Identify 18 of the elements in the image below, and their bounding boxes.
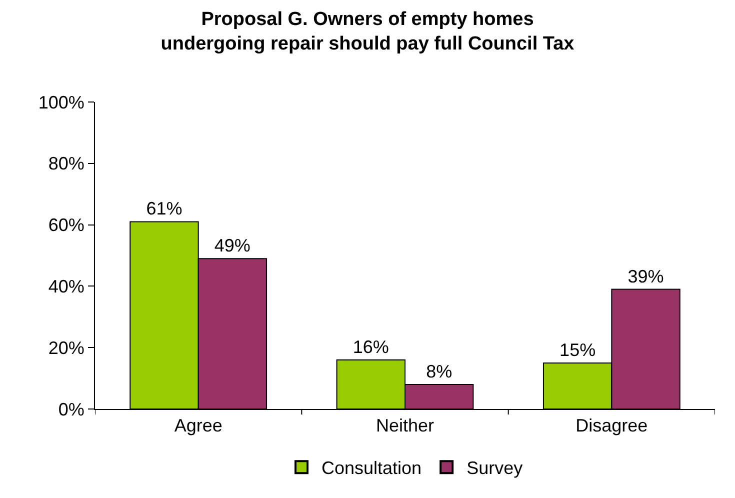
legend-label: Survey — [466, 458, 523, 478]
data-label: 16% — [352, 336, 389, 357]
y-tick-label: 40% — [48, 276, 84, 296]
data-label: 39% — [628, 266, 664, 286]
data-label: 49% — [214, 236, 250, 256]
x-tick-label: Disagree — [576, 416, 648, 436]
chart-title: Proposal G. Owners of empty homes undergoing repair should pay full Council Tax — [160, 8, 575, 55]
y-tick-label: 60% — [48, 215, 84, 236]
data-label: 8% — [426, 361, 452, 382]
y-tick-label: 20% — [48, 338, 84, 358]
legend-label: Consultation — [322, 458, 422, 478]
x-tick-label: Agree — [174, 416, 222, 436]
y-tick-label: 80% — [48, 154, 84, 174]
y-tick-label: 0% — [58, 399, 84, 420]
x-tick-label: Neither — [376, 416, 434, 436]
y-tick-label: 100% — [38, 92, 84, 112]
data-label: 15% — [560, 340, 596, 360]
data-label: 61% — [146, 198, 182, 219]
